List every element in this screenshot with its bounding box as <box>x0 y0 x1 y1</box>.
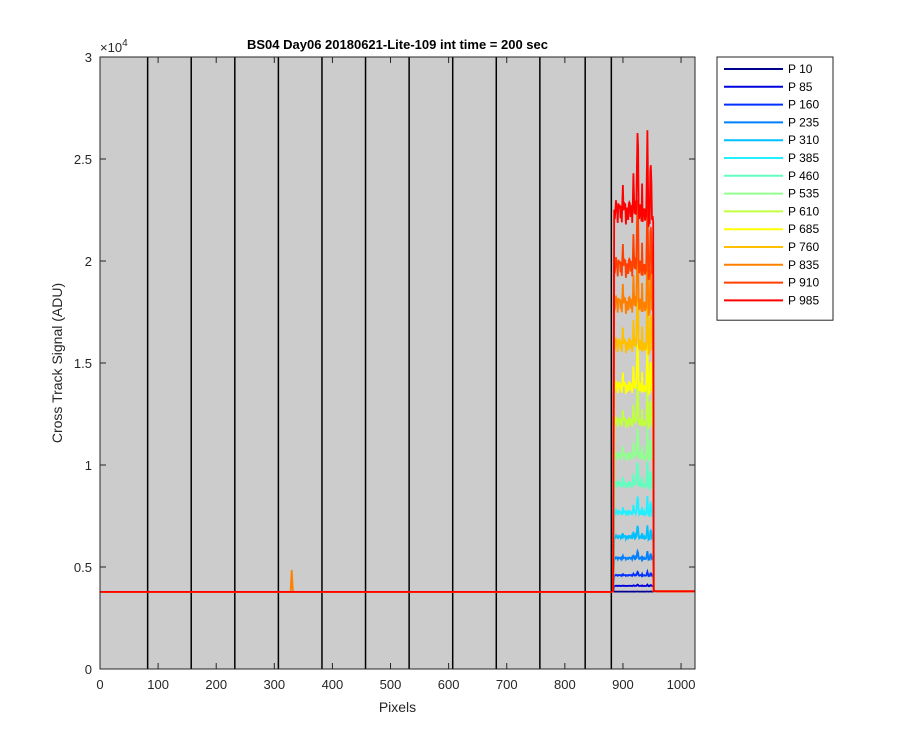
x-axis-ticks: 0 100 200 300 400 500 600 700 800 900 1000 <box>96 57 696 692</box>
x-tick-label: 0 <box>96 677 103 692</box>
y-tick-label: 0.5 <box>74 560 92 575</box>
x-tick-label: 200 <box>205 677 227 692</box>
series-line-p985 <box>100 130 695 593</box>
vertical-reference-lines <box>146 57 613 669</box>
legend-entry: P 10 <box>788 62 813 76</box>
legend-entry: P 535 <box>788 187 819 201</box>
x-tick-label: 100 <box>147 677 169 692</box>
legend-entry: P 910 <box>788 276 819 290</box>
x-tick-label: 400 <box>322 677 344 692</box>
legend-entry: P 610 <box>788 204 819 218</box>
x-tick-label: 600 <box>438 677 460 692</box>
x-axis-label: Pixels <box>379 699 416 715</box>
y-tick-label: 0 <box>85 662 92 677</box>
legend-entry: P 385 <box>788 151 819 165</box>
x-tick-label: 800 <box>554 677 576 692</box>
y-tick-label: 1.5 <box>74 356 92 371</box>
legend: P 10 P 85 P 160 P 235 P 310 P 385 P 460 P 535 P … <box>716 56 834 321</box>
x-tick-label: 900 <box>612 677 634 692</box>
x-tick-label: 1000 <box>667 677 696 692</box>
legend-entry: P 685 <box>788 222 819 236</box>
legend-entry: P 235 <box>788 115 819 129</box>
y-axis-multiplier-base: ×10 <box>100 40 122 55</box>
y-tick-label: 3 <box>85 50 92 65</box>
x-tick-label: 500 <box>380 677 402 692</box>
x-tick-label: 300 <box>263 677 285 692</box>
chart-title: BS04 Day06 20180621-Lite-109 int time = … <box>247 37 548 52</box>
legend-box <box>716 56 834 321</box>
legend-entry: P 310 <box>788 133 819 147</box>
legend-entry: P 760 <box>788 240 819 254</box>
x-tick-label: 700 <box>496 677 518 692</box>
legend-entry: P 85 <box>788 80 813 94</box>
y-tick-label: 1 <box>85 458 92 473</box>
plot-area <box>100 57 695 669</box>
y-axis-multiplier: ×104 <box>100 38 128 55</box>
y-tick-label: 2 <box>85 254 92 269</box>
series-lines <box>100 130 695 593</box>
legend-entry: P 985 <box>788 293 819 307</box>
y-axis-label: Cross Track Signal (ADU) <box>49 283 65 443</box>
legend-entry: P 460 <box>788 169 819 183</box>
y-tick-label: 2.5 <box>74 152 92 167</box>
y-axis-multiplier-exponent: 4 <box>122 38 128 49</box>
y-axis-ticks: 0 0.5 1 1.5 2 2.5 3 <box>74 50 695 677</box>
legend-entry: P 835 <box>788 258 819 272</box>
legend-entry: P 160 <box>788 98 819 112</box>
